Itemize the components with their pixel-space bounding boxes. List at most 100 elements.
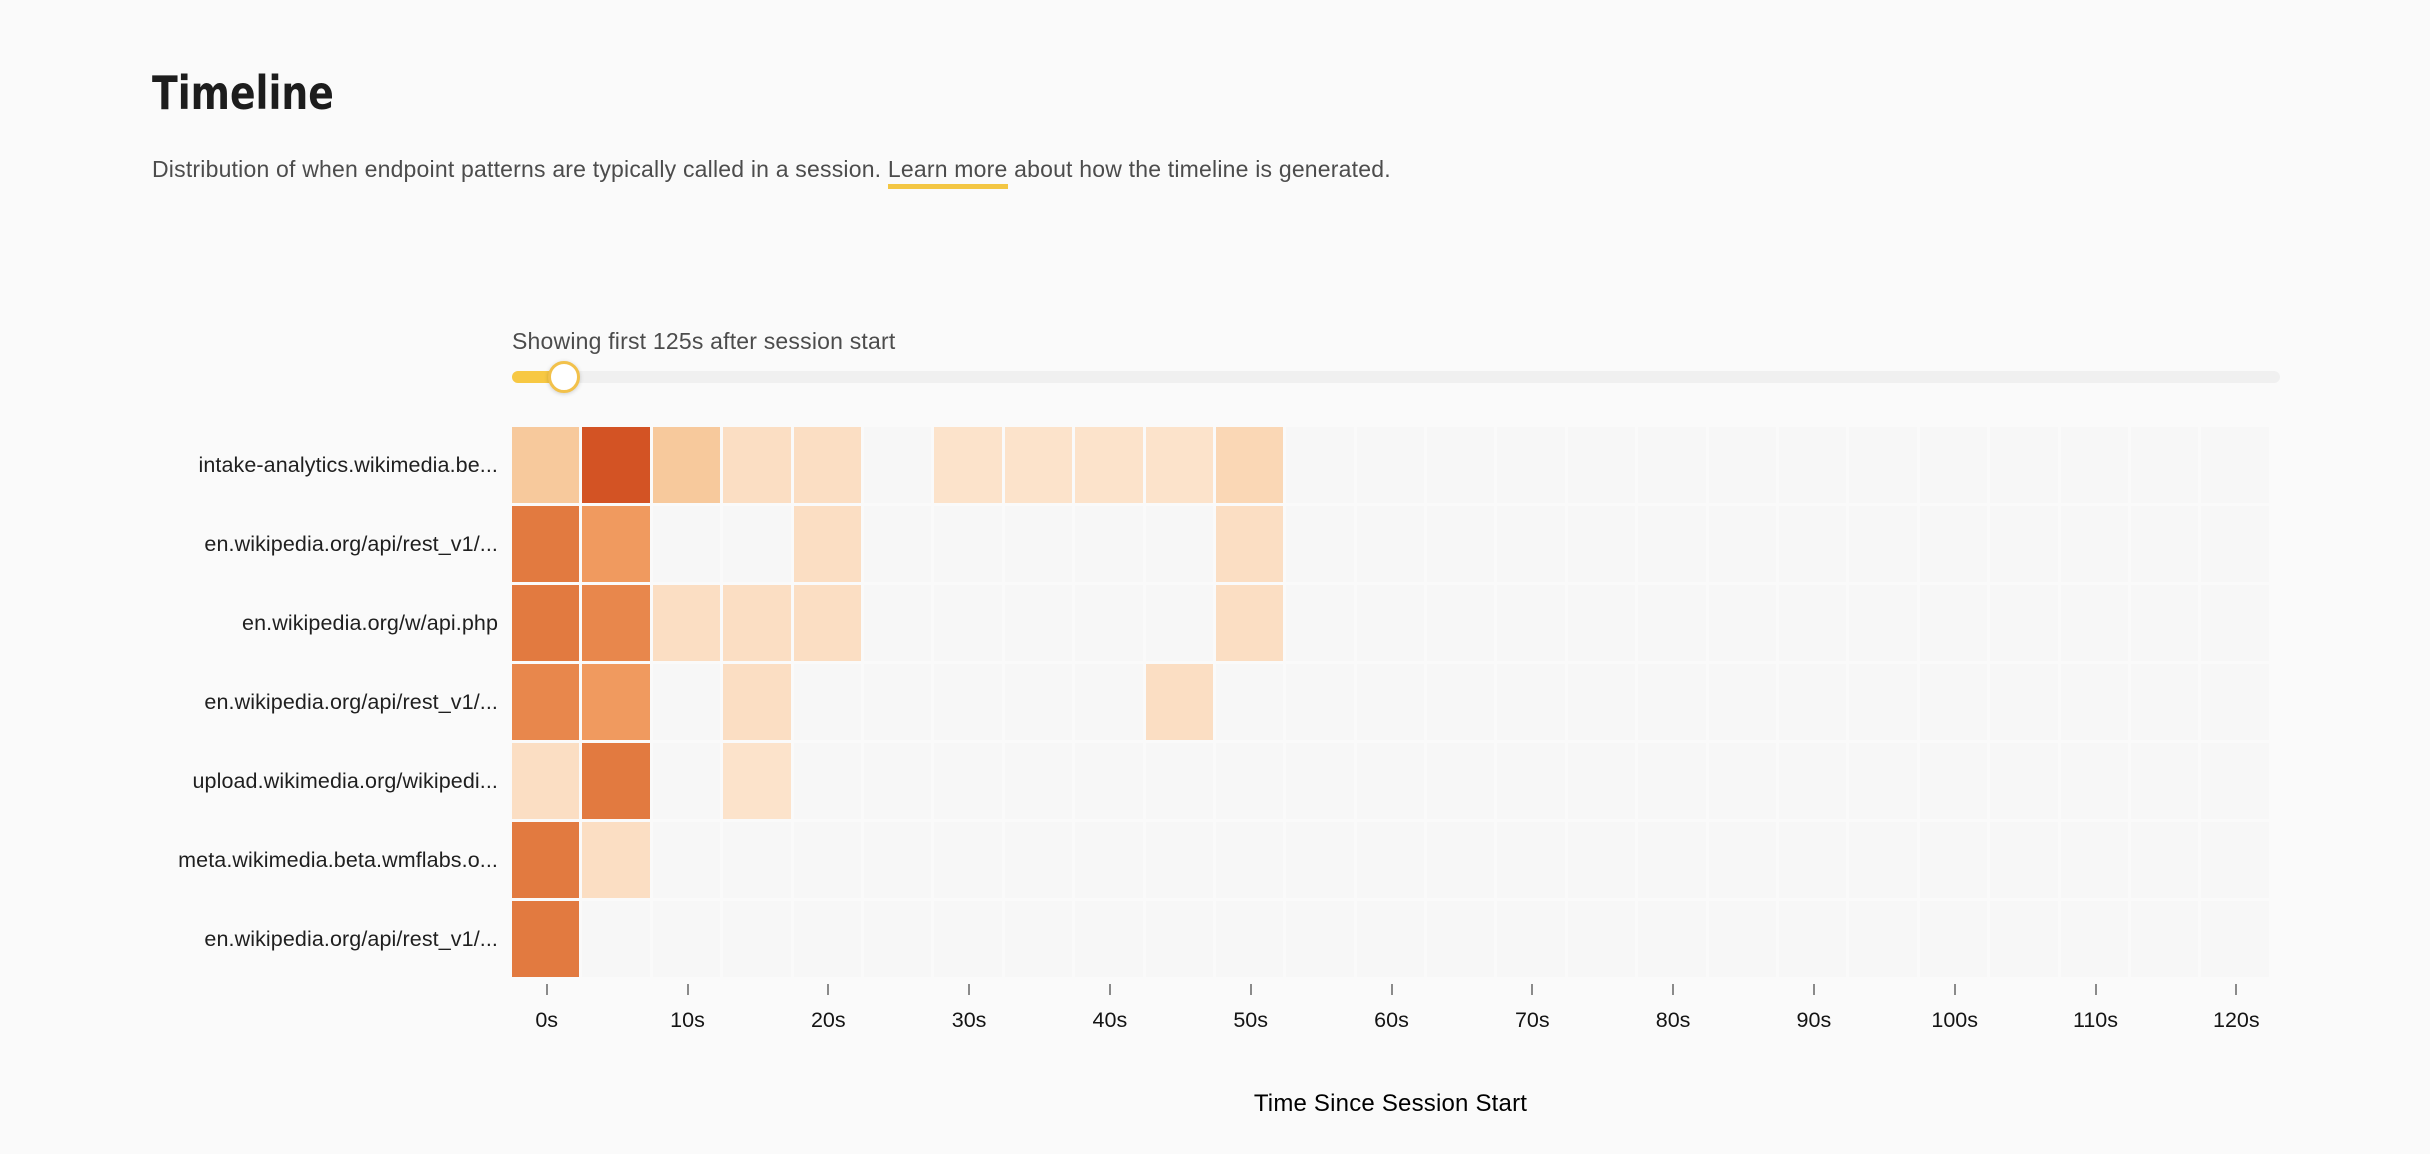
heatmap-cell[interactable] — [863, 506, 932, 582]
heatmap-cell[interactable] — [2060, 427, 2128, 503]
heatmap-cell[interactable] — [1075, 585, 1143, 661]
heatmap-cell[interactable] — [1356, 664, 1425, 740]
heatmap-cell[interactable] — [582, 743, 650, 819]
heatmap-cell[interactable] — [1145, 901, 1213, 977]
heatmap-cell[interactable] — [1427, 427, 1495, 503]
heatmap-cell[interactable] — [934, 427, 1002, 503]
heatmap-cell[interactable] — [1708, 506, 1777, 582]
heatmap-cell[interactable] — [723, 585, 791, 661]
heatmap-cell[interactable] — [1567, 822, 1636, 898]
heatmap-cell[interactable] — [1075, 664, 1143, 740]
heatmap-cell[interactable] — [1708, 901, 1777, 977]
heatmap-cell[interactable] — [582, 506, 650, 582]
heatmap-cell[interactable] — [1286, 901, 1354, 977]
heatmap-cell[interactable] — [1990, 664, 2058, 740]
heatmap-cell[interactable] — [512, 585, 580, 661]
heatmap-cell[interactable] — [1427, 743, 1495, 819]
heatmap-cell[interactable] — [2060, 743, 2128, 819]
heatmap-cell[interactable] — [2060, 901, 2128, 977]
heatmap-cell[interactable] — [1708, 427, 1777, 503]
heatmap-cell[interactable] — [1356, 585, 1425, 661]
heatmap-cell[interactable] — [1004, 585, 1073, 661]
heatmap-cell[interactable] — [1990, 822, 2058, 898]
heatmap-cell[interactable] — [1427, 506, 1495, 582]
heatmap-cell[interactable] — [1145, 822, 1213, 898]
heatmap-cell[interactable] — [723, 822, 791, 898]
heatmap-cell[interactable] — [1075, 427, 1143, 503]
heatmap-cell[interactable] — [1004, 901, 1073, 977]
heatmap-cell[interactable] — [1638, 743, 1706, 819]
heatmap-cell[interactable] — [2130, 427, 2199, 503]
heatmap-cell[interactable] — [934, 822, 1002, 898]
heatmap-cell[interactable] — [512, 664, 580, 740]
heatmap-cell[interactable] — [793, 585, 861, 661]
heatmap-cell[interactable] — [793, 743, 861, 819]
heatmap-cell[interactable] — [2060, 664, 2128, 740]
heatmap-cell[interactable] — [1779, 901, 1847, 977]
heatmap-cell[interactable] — [1638, 585, 1706, 661]
heatmap-cell[interactable] — [863, 822, 932, 898]
heatmap-cell[interactable] — [1286, 427, 1354, 503]
heatmap-cell[interactable] — [723, 743, 791, 819]
heatmap-cell[interactable] — [1215, 506, 1284, 582]
heatmap-cell[interactable] — [2201, 822, 2269, 898]
heatmap-cell[interactable] — [1919, 427, 1988, 503]
heatmap-cell[interactable] — [1215, 901, 1284, 977]
heatmap-cell[interactable] — [1708, 822, 1777, 898]
heatmap-cell[interactable] — [1356, 822, 1425, 898]
heatmap-cell[interactable] — [2130, 743, 2199, 819]
heatmap-cell[interactable] — [934, 901, 1002, 977]
heatmap-cell[interactable] — [2130, 664, 2199, 740]
heatmap-cell[interactable] — [1004, 664, 1073, 740]
heatmap-cell[interactable] — [1497, 585, 1565, 661]
heatmap-cell[interactable] — [793, 427, 861, 503]
heatmap-cell[interactable] — [2060, 506, 2128, 582]
heatmap-cell[interactable] — [1708, 664, 1777, 740]
heatmap-cell[interactable] — [1638, 506, 1706, 582]
heatmap-cell[interactable] — [2130, 585, 2199, 661]
heatmap-cell[interactable] — [1779, 427, 1847, 503]
heatmap-cell[interactable] — [723, 506, 791, 582]
heatmap-cell[interactable] — [1075, 743, 1143, 819]
heatmap-cell[interactable] — [863, 427, 932, 503]
heatmap-cell[interactable] — [1427, 585, 1495, 661]
heatmap-cell[interactable] — [1779, 585, 1847, 661]
heatmap-cell[interactable] — [1990, 585, 2058, 661]
heatmap-cell[interactable] — [652, 427, 721, 503]
heatmap-cell[interactable] — [1145, 585, 1213, 661]
heatmap-cell[interactable] — [512, 743, 580, 819]
heatmap-cell[interactable] — [1567, 743, 1636, 819]
heatmap-cell[interactable] — [934, 585, 1002, 661]
heatmap-cell[interactable] — [1638, 427, 1706, 503]
heatmap-cell[interactable] — [1849, 506, 1917, 582]
heatmap-cell[interactable] — [1145, 427, 1213, 503]
heatmap-cell[interactable] — [1356, 901, 1425, 977]
heatmap-cell[interactable] — [512, 427, 580, 503]
heatmap-cell[interactable] — [1215, 664, 1284, 740]
heatmap-cell[interactable] — [1990, 506, 2058, 582]
heatmap-cell[interactable] — [2130, 506, 2199, 582]
heatmap-cell[interactable] — [1497, 743, 1565, 819]
heatmap-cell[interactable] — [1708, 585, 1777, 661]
heatmap-cell[interactable] — [1990, 427, 2058, 503]
heatmap-cell[interactable] — [793, 822, 861, 898]
heatmap-cell[interactable] — [1919, 822, 1988, 898]
heatmap-cell[interactable] — [1567, 585, 1636, 661]
heatmap-cell[interactable] — [1497, 664, 1565, 740]
heatmap-cell[interactable] — [652, 506, 721, 582]
heatmap-cell[interactable] — [1427, 664, 1495, 740]
heatmap-cell[interactable] — [2201, 585, 2269, 661]
heatmap-cell[interactable] — [2201, 743, 2269, 819]
heatmap-cell[interactable] — [1286, 506, 1354, 582]
heatmap-cell[interactable] — [1497, 427, 1565, 503]
heatmap-cell[interactable] — [863, 743, 932, 819]
heatmap-cell[interactable] — [1427, 822, 1495, 898]
heatmap-cell[interactable] — [934, 743, 1002, 819]
heatmap-cell[interactable] — [1990, 901, 2058, 977]
heatmap-cell[interactable] — [1567, 664, 1636, 740]
heatmap-cell[interactable] — [1356, 743, 1425, 819]
heatmap-cell[interactable] — [2201, 506, 2269, 582]
heatmap-cell[interactable] — [582, 585, 650, 661]
heatmap-cell[interactable] — [652, 664, 721, 740]
heatmap-cell[interactable] — [1919, 901, 1988, 977]
